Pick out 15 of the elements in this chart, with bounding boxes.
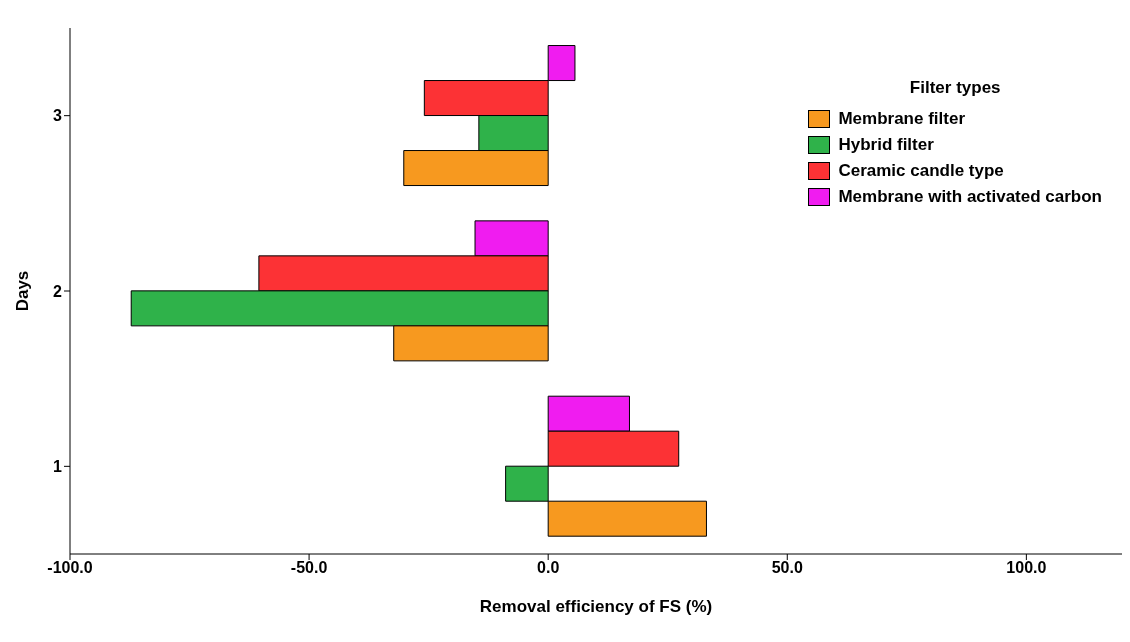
x-tick-label: -50.0: [290, 559, 328, 577]
x-axis-title: Removal efficiency of FS (%): [479, 597, 713, 616]
legend-label: Ceramic candle type: [838, 161, 1004, 181]
legend-title: Filter types: [908, 78, 1002, 98]
y-tick-label: 3: [53, 107, 63, 125]
legend-label: Membrane with activated carbon: [838, 187, 1102, 207]
x-tick-label: 100.0: [1006, 559, 1047, 577]
y-tick-label: 1: [53, 458, 63, 476]
x-tick-label: 50.0: [771, 559, 803, 577]
legend-label: Hybrid filter: [838, 135, 934, 155]
legend-label: Membrane filter: [838, 109, 966, 129]
x-tick-label: -100.0: [47, 559, 93, 577]
y-axis-title: Days: [13, 270, 33, 312]
y-tick-label: 2: [53, 282, 63, 300]
x-tick-label: 0.0: [537, 559, 560, 577]
